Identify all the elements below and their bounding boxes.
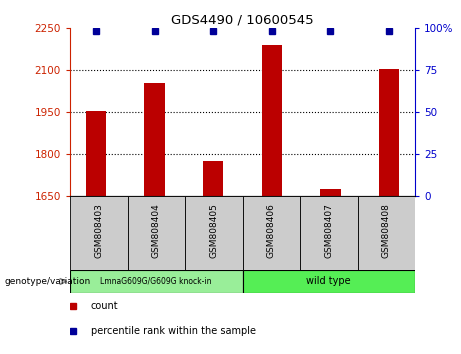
- Bar: [261, 45, 282, 196]
- Bar: [70, 196, 128, 270]
- Bar: [357, 196, 415, 270]
- Bar: [242, 196, 300, 270]
- Text: LmnaG609G/G609G knock-in: LmnaG609G/G609G knock-in: [100, 277, 212, 286]
- Text: GSM808404: GSM808404: [152, 204, 161, 258]
- Bar: [86, 110, 106, 196]
- Bar: [144, 82, 165, 196]
- Bar: [128, 196, 185, 270]
- Text: GSM808405: GSM808405: [209, 204, 218, 258]
- Bar: [320, 189, 341, 196]
- Text: GSM808403: GSM808403: [94, 204, 103, 258]
- Bar: [379, 69, 399, 196]
- Bar: [300, 196, 357, 270]
- Bar: [242, 270, 415, 293]
- Text: GSM808408: GSM808408: [382, 204, 391, 258]
- Title: GDS4490 / 10600545: GDS4490 / 10600545: [171, 14, 314, 27]
- Text: GSM808407: GSM808407: [324, 204, 333, 258]
- Bar: [185, 196, 242, 270]
- Text: percentile rank within the sample: percentile rank within the sample: [91, 326, 256, 336]
- Text: count: count: [91, 301, 118, 311]
- Text: genotype/variation: genotype/variation: [5, 277, 91, 286]
- Bar: [203, 161, 224, 196]
- Bar: [70, 270, 242, 293]
- Text: GSM808406: GSM808406: [267, 204, 276, 258]
- Text: wild type: wild type: [307, 276, 351, 286]
